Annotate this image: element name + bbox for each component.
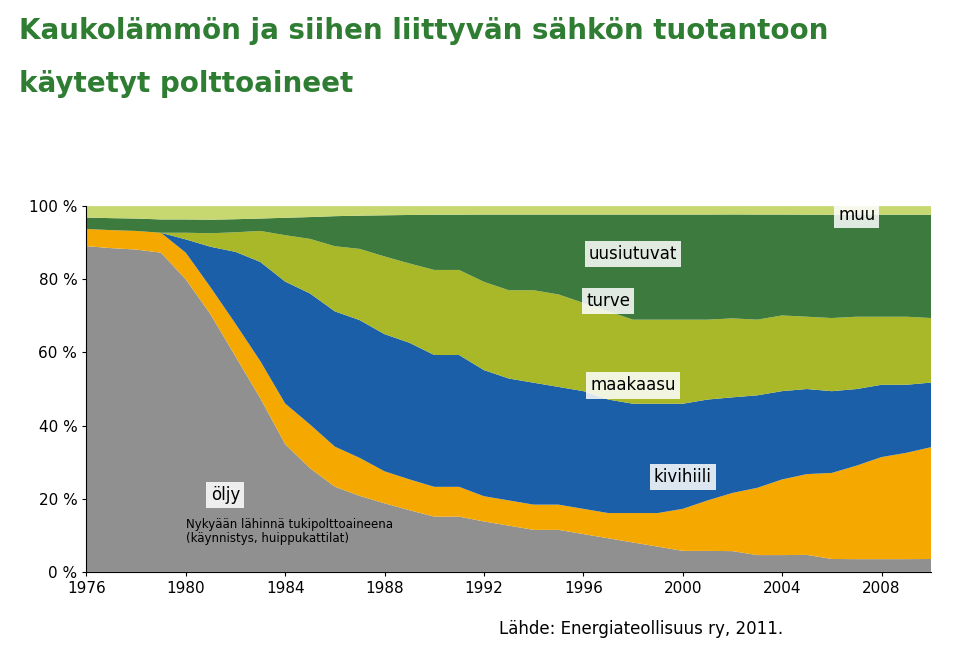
Text: kivihiili: kivihiili <box>654 467 711 486</box>
Text: (käynnistys, huippukattilat): (käynnistys, huippukattilat) <box>186 533 348 545</box>
Text: uusiutuvat: uusiutuvat <box>588 245 677 263</box>
Text: Kaukolämmön ja siihen liittyvän sähkön tuotantoon: Kaukolämmön ja siihen liittyvän sähkön t… <box>19 17 828 45</box>
Text: käytetyt polttoaineet: käytetyt polttoaineet <box>19 70 353 98</box>
Text: Nykyään lähinnä tukipolttoaineena: Nykyään lähinnä tukipolttoaineena <box>186 518 393 531</box>
Text: Lähde: Energiateollisuus ry, 2011.: Lähde: Energiateollisuus ry, 2011. <box>499 620 783 638</box>
Text: muu: muu <box>838 206 876 224</box>
Text: turve: turve <box>587 292 630 311</box>
Text: maakaasu: maakaasu <box>590 376 676 394</box>
Text: öljy: öljy <box>210 486 240 504</box>
